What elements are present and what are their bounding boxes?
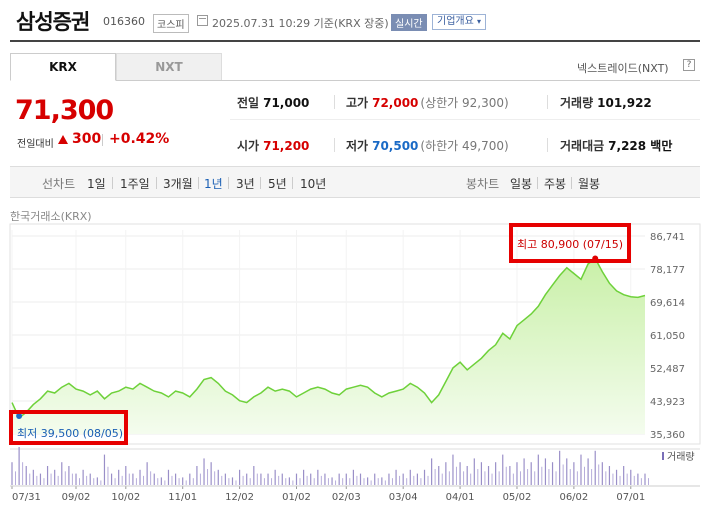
corp-info-dropdown[interactable]: 기업개요 ▾ bbox=[432, 14, 487, 30]
divider bbox=[334, 95, 335, 109]
up-triangle-icon bbox=[58, 135, 68, 144]
min-highlight-box bbox=[9, 410, 128, 445]
period-5y[interactable]: 5년 bbox=[268, 177, 287, 191]
chart-frame bbox=[9, 223, 701, 445]
quote-open: 시가 71,200 bbox=[237, 137, 309, 154]
candle-chart-label: 봉차트 bbox=[466, 177, 500, 191]
price-area bbox=[12, 258, 645, 434]
divider bbox=[334, 138, 335, 152]
quote-value: 101,922 bbox=[597, 96, 652, 110]
candle-monthly[interactable]: 월봉 bbox=[578, 177, 601, 191]
nxt-label: 넥스트레이드(NXT) bbox=[577, 62, 669, 75]
current-price: 71,300 bbox=[15, 95, 114, 126]
quote-label: 거래대금 bbox=[560, 139, 605, 153]
price-change-pct: +0.42% bbox=[109, 131, 170, 147]
period-bar: 선차트 1일 1주일 3개월 1년 3년 5년 10년 봉차트 일봉 주봉 월봉 bbox=[10, 166, 700, 198]
x-tick-label: 04/01 bbox=[446, 492, 475, 503]
quote-datetime: 2025.07.31 10:29 기준(KRX 장중) bbox=[212, 17, 389, 30]
quote-prev-close: 전일 71,000 bbox=[237, 94, 309, 111]
quote-amount: 거래대금 7,228 백만 bbox=[560, 137, 672, 154]
stock-code: 016360 bbox=[103, 15, 145, 28]
x-tick-label: 01/02 bbox=[282, 492, 311, 503]
x-tick-label: 03/04 bbox=[389, 492, 418, 503]
divider bbox=[230, 119, 700, 120]
divider bbox=[10, 40, 700, 42]
divider bbox=[102, 134, 103, 146]
line-chart-label: 선차트 bbox=[42, 177, 76, 191]
price-line bbox=[11, 257, 646, 420]
volume-label: 거래량 bbox=[667, 451, 695, 463]
stock-header: 삼성증권 016360 코스피 2025.07.31 10:29 기준(KRX … bbox=[0, 0, 703, 40]
y-tick-label: 61,050 bbox=[650, 331, 685, 342]
quote-value: 71,000 bbox=[263, 96, 310, 110]
period-10y[interactable]: 10년 bbox=[300, 177, 327, 191]
calendar-icon bbox=[197, 15, 208, 26]
divider bbox=[547, 138, 548, 152]
x-tick-label: 09/02 bbox=[62, 492, 91, 503]
quote-label: 거래량 bbox=[560, 96, 594, 110]
quote-value: 70,500 bbox=[372, 139, 419, 153]
tab-krx[interactable]: KRX bbox=[10, 53, 116, 81]
change-label: 전일대비 bbox=[17, 139, 54, 150]
quote-volume: 거래량 101,922 bbox=[560, 94, 652, 111]
y-tick-label: 86,741 bbox=[650, 232, 685, 243]
period-3m[interactable]: 3개월 bbox=[163, 177, 193, 191]
price-change: 300 bbox=[72, 131, 102, 147]
y-tick-label: 52,487 bbox=[650, 364, 685, 375]
realtime-button[interactable]: 실시간 bbox=[391, 14, 427, 31]
y-tick-label: 78,177 bbox=[650, 265, 685, 276]
tab-nxt[interactable]: NXT bbox=[116, 53, 222, 81]
x-tick-label: 06/02 bbox=[559, 492, 588, 503]
quote-value: 72,000 bbox=[372, 96, 419, 110]
help-button[interactable]: ? bbox=[683, 59, 695, 71]
quote-low: 저가 70,500 (하한가 49,700) bbox=[346, 137, 509, 154]
quote-sub: (상한가 92,300) bbox=[420, 96, 509, 110]
volume-legend-mark bbox=[662, 452, 664, 460]
max-price-label: 최고 80,900 (07/15) bbox=[517, 238, 624, 251]
x-tick-label: 07/31 bbox=[12, 492, 41, 503]
x-tick-label: 12/02 bbox=[225, 492, 254, 503]
chevron-down-icon: ▾ bbox=[477, 17, 482, 26]
x-tick-label: 07/01 bbox=[616, 492, 645, 503]
max-highlight-box bbox=[509, 223, 631, 263]
quote-label: 고가 bbox=[346, 96, 369, 110]
x-tick-label: 02/03 bbox=[332, 492, 361, 503]
candle-weekly[interactable]: 주봉 bbox=[544, 177, 567, 191]
quote-value: 7,228 백만 bbox=[608, 139, 673, 153]
candle-daily[interactable]: 일봉 bbox=[510, 177, 533, 191]
stock-name: 삼성증권 bbox=[16, 10, 90, 34]
y-tick-label: 69,614 bbox=[650, 298, 685, 309]
period-1w[interactable]: 1주일 bbox=[120, 177, 150, 191]
divider bbox=[547, 95, 548, 109]
corp-info-label: 기업개요 bbox=[437, 16, 474, 27]
period-3y[interactable]: 3년 bbox=[236, 177, 255, 191]
min-point bbox=[16, 413, 23, 420]
quote-value: 71,200 bbox=[263, 139, 310, 153]
period-1d[interactable]: 1일 bbox=[87, 177, 106, 191]
quote-label: 저가 bbox=[346, 139, 369, 153]
quote-label: 시가 bbox=[237, 139, 260, 153]
market-badge: 코스피 bbox=[153, 14, 189, 33]
min-price-label: 최저 39,500 (08/05) bbox=[17, 427, 124, 440]
divider bbox=[116, 80, 700, 81]
quote-high: 고가 72,000 (상한가 92,300) bbox=[346, 94, 509, 111]
quote-label: 전일 bbox=[237, 96, 260, 110]
exchange-label: 한국거래소(KRX) bbox=[10, 210, 92, 223]
period-1y[interactable]: 1년 bbox=[204, 177, 223, 191]
x-tick-label: 11/01 bbox=[168, 492, 197, 503]
x-tick-label: 05/02 bbox=[503, 492, 532, 503]
y-tick-label: 35,360 bbox=[650, 430, 685, 441]
y-tick-label: 43,923 bbox=[650, 397, 685, 408]
x-tick-label: 10/02 bbox=[111, 492, 140, 503]
quote-sub: (하한가 49,700) bbox=[420, 139, 509, 153]
